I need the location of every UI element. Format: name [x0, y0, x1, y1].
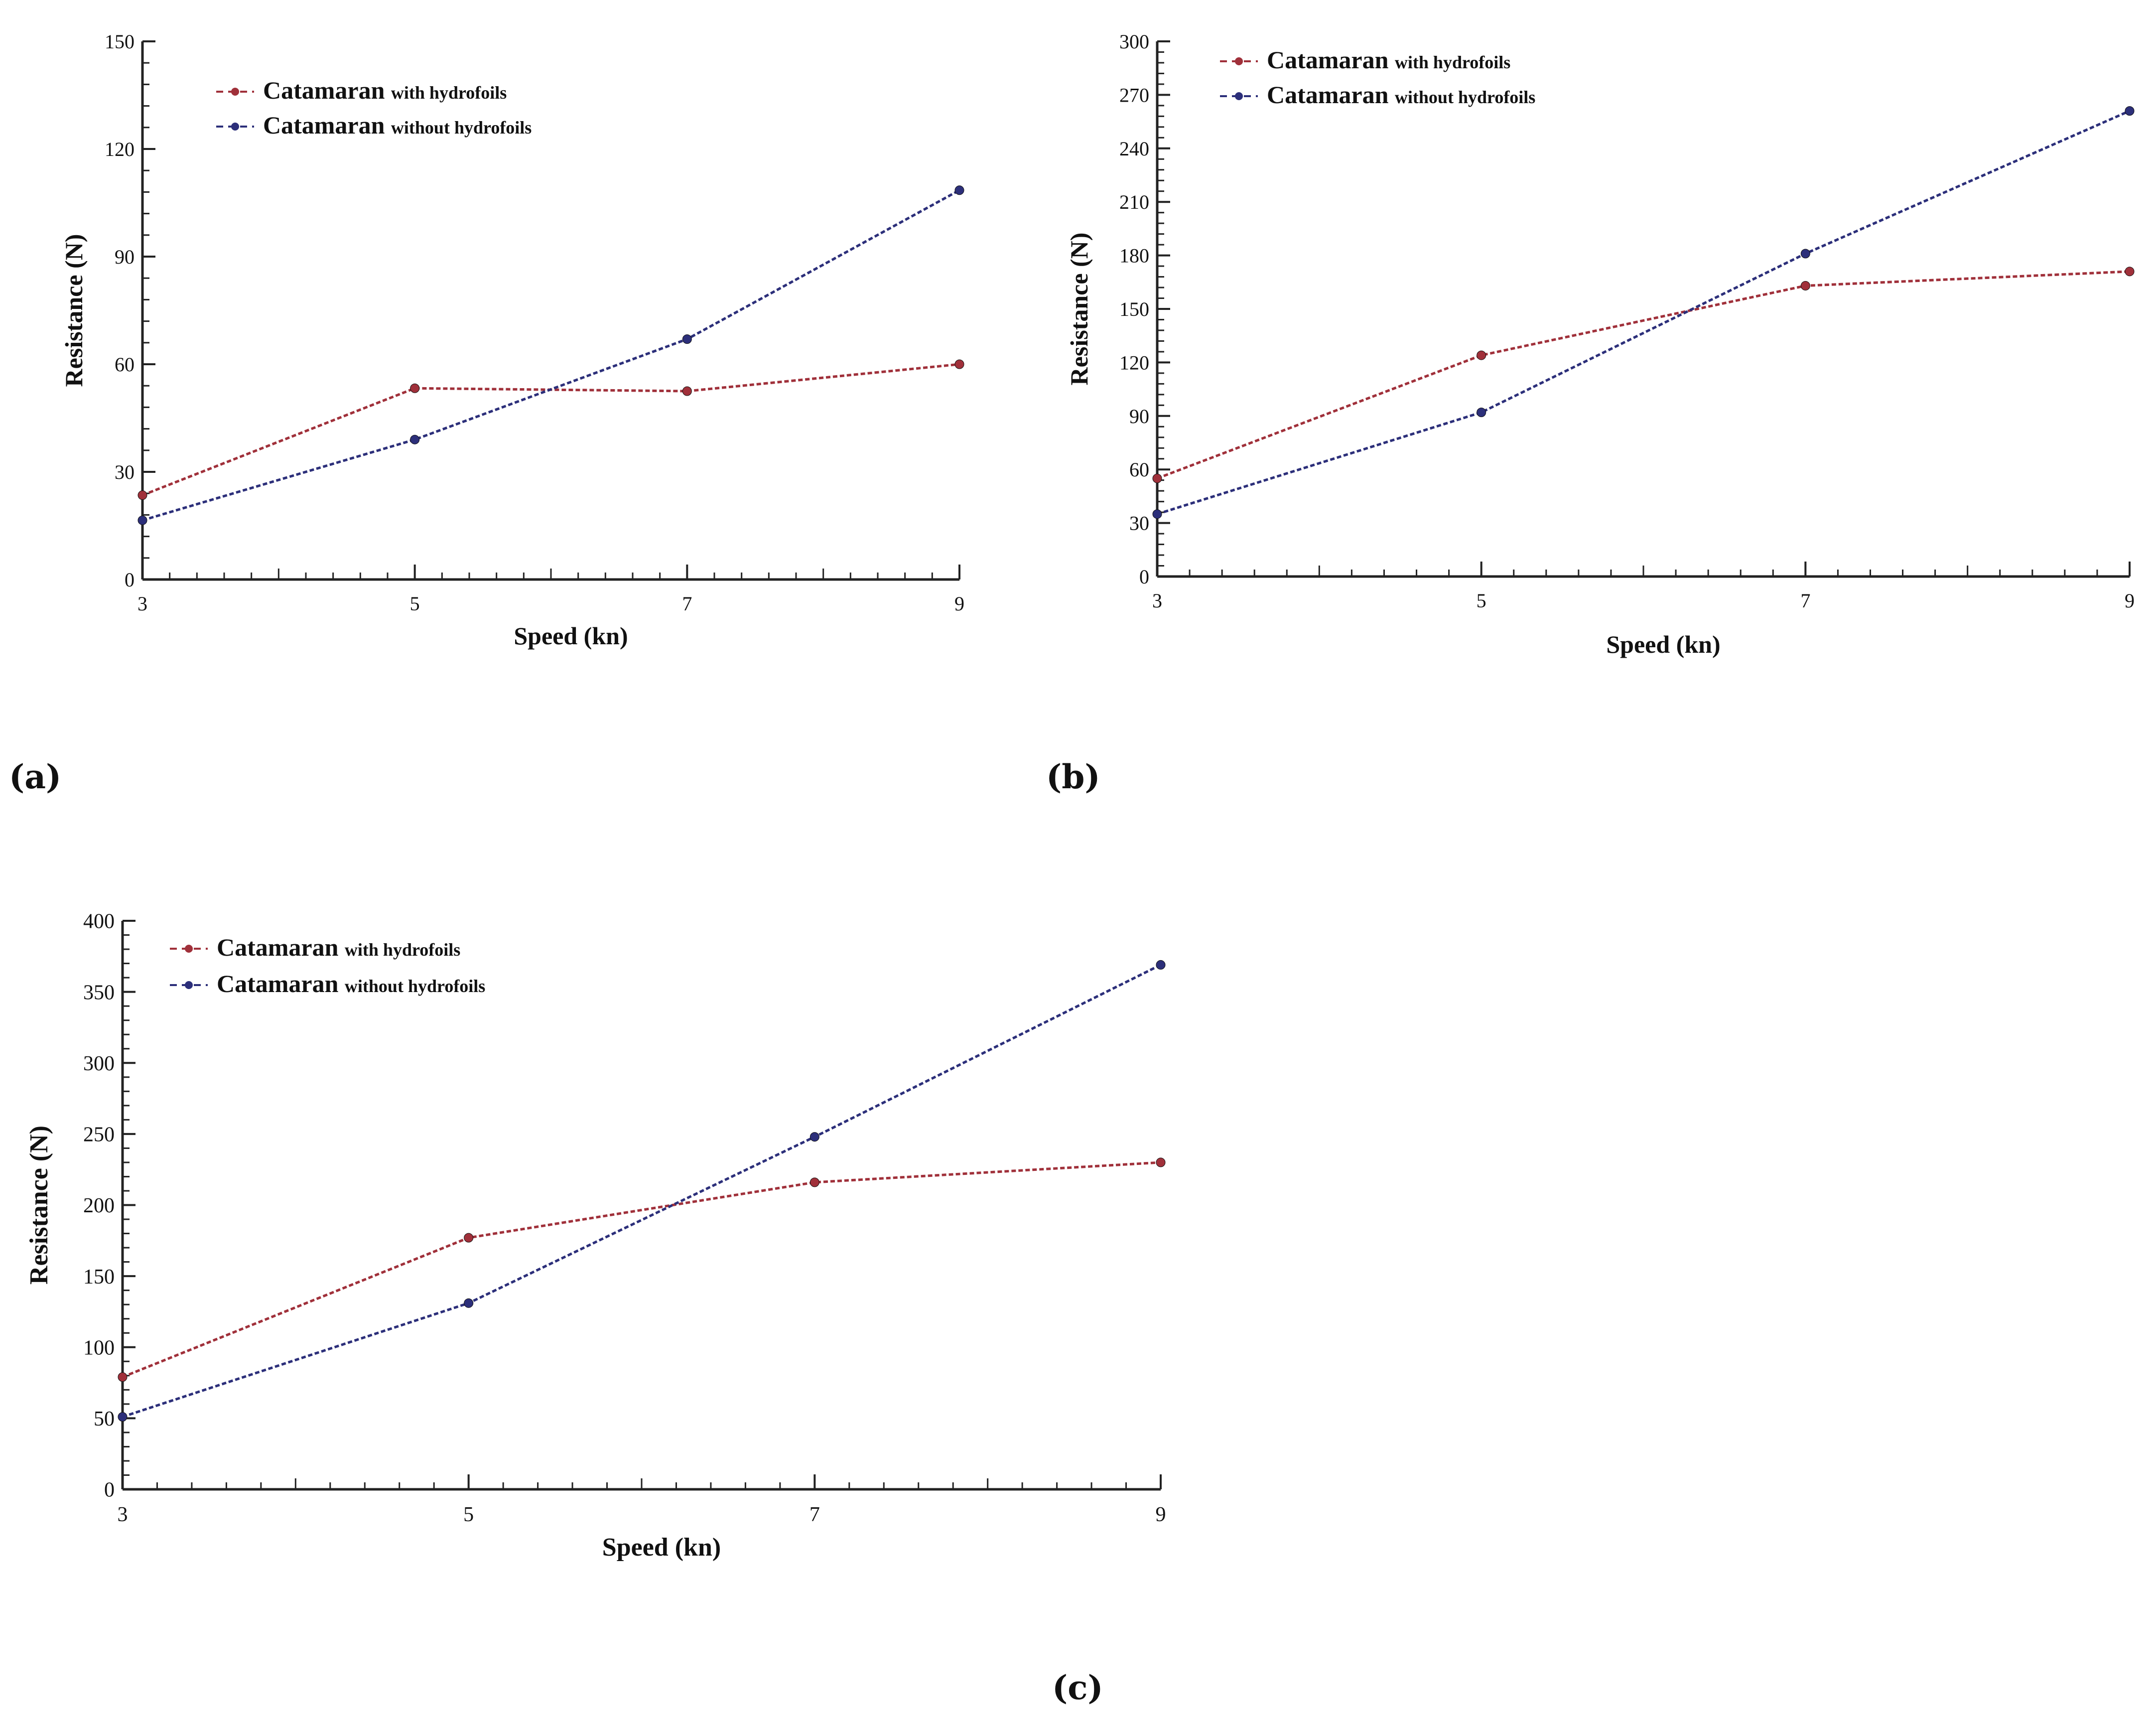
data-point-with_hydrofoils — [410, 383, 420, 393]
y-tick-label: 0 — [104, 1479, 115, 1502]
y-tick-label: 350 — [83, 981, 115, 1004]
legend-marker-without_hydrofoils — [231, 123, 239, 131]
data-point-without_hydrofoils — [1152, 509, 1162, 519]
y-tick-label: 200 — [83, 1194, 115, 1217]
x-tick-label: 9 — [954, 592, 964, 615]
y-tick-label: 150 — [83, 1266, 115, 1289]
legend-label-without_hydrofoils: Catamaran without hydrofoils — [263, 111, 532, 139]
x-tick-label: 5 — [1477, 589, 1486, 612]
x-axis-label: Speed (kn) — [602, 1533, 721, 1562]
x-axis-label: Speed (kn) — [1606, 630, 1720, 658]
data-point-with_hydrofoils — [1477, 350, 1486, 360]
data-point-with_hydrofoils — [954, 359, 964, 369]
series-line-without_hydrofoils — [122, 964, 1162, 1418]
y-tick-label: 60 — [115, 353, 135, 376]
data-point-with_hydrofoils — [464, 1233, 474, 1243]
data-point-with_hydrofoils — [1156, 1157, 1166, 1167]
y-tick-label: 60 — [1129, 458, 1149, 481]
legend-marker-without_hydrofoils — [185, 981, 193, 989]
x-tick-label: 7 — [809, 1503, 820, 1526]
y-axis-label: Resistance (N) — [25, 1126, 53, 1285]
data-point-without_hydrofoils — [1477, 408, 1486, 418]
y-tick-label: 90 — [115, 246, 135, 268]
y-axis-label: Resistance (N) — [60, 234, 88, 387]
x-tick-label: 5 — [410, 592, 420, 615]
panel-label-b: (b) — [1046, 757, 1100, 796]
y-tick-label: 240 — [1119, 138, 1149, 160]
data-point-with_hydrofoils — [2125, 267, 2135, 277]
chart-3: 0 50 100 150 200 250 300 350 400 3 5 7 9 Speed (kn) Re… — [25, 910, 1166, 1562]
y-tick-label: 0 — [125, 569, 135, 591]
x-tick-label: 3 — [1152, 589, 1162, 612]
legend-label-with_hydrofoils: Catamaran with hydrofoils — [1267, 46, 1510, 74]
x-axis-label: Speed (kn) — [514, 622, 628, 650]
data-point-without_hydrofoils — [1156, 960, 1166, 970]
y-tick-label: 250 — [83, 1124, 115, 1147]
data-point-with_hydrofoils — [809, 1177, 819, 1187]
series-line-with_hydrofoils — [122, 1161, 1161, 1378]
y-tick-label: 180 — [1119, 245, 1149, 267]
legend-marker-with_hydrofoils — [231, 88, 239, 96]
series-line-with_hydrofoils — [142, 363, 960, 497]
data-point-with_hydrofoils — [137, 490, 147, 500]
legend-label-without_hydrofoils: Catamaran without hydrofoils — [1267, 81, 1535, 109]
chart-2: 0 30 60 90 120 150 180 210 240 270 300 3 5 7 9 Speed (k… — [1065, 30, 2135, 658]
x-tick-label: 3 — [137, 592, 147, 615]
y-tick-label: 270 — [1119, 84, 1149, 106]
legend-marker-with_hydrofoils — [1235, 57, 1243, 65]
y-tick-label: 300 — [83, 1052, 115, 1075]
y-tick-label: 100 — [83, 1336, 115, 1359]
y-tick-label: 30 — [115, 461, 135, 483]
x-tick-label: 3 — [118, 1503, 128, 1526]
x-tick-label: 5 — [463, 1503, 474, 1526]
data-point-with_hydrofoils — [1152, 473, 1162, 483]
y-tick-label: 150 — [105, 30, 135, 53]
y-tick-label: 210 — [1119, 191, 1149, 213]
legend-marker-with_hydrofoils — [185, 945, 193, 953]
data-point-with_hydrofoils — [118, 1372, 128, 1382]
y-tick-label: 120 — [105, 138, 135, 160]
data-point-without_hydrofoils — [410, 434, 420, 444]
data-point-without_hydrofoils — [464, 1298, 474, 1308]
data-point-with_hydrofoils — [1800, 281, 1810, 290]
panel-label-a: (a) — [9, 757, 62, 796]
y-tick-label: 0 — [1139, 566, 1149, 588]
legend-label-without_hydrofoils: Catamaran without hydrofoils — [217, 970, 485, 998]
panel-label-c: (c) — [1052, 1668, 1103, 1707]
data-point-without_hydrofoils — [809, 1132, 819, 1142]
y-tick-label: 50 — [94, 1408, 115, 1431]
x-tick-label: 9 — [2125, 589, 2135, 612]
y-tick-label: 400 — [83, 910, 115, 933]
data-point-without_hydrofoils — [954, 185, 964, 195]
data-point-without_hydrofoils — [137, 515, 147, 525]
data-point-without_hydrofoils — [1800, 249, 1810, 259]
legend-label-with_hydrofoils: Catamaran with hydrofoils — [217, 933, 460, 961]
y-tick-label: 120 — [1119, 351, 1149, 374]
y-tick-label: 150 — [1119, 298, 1149, 320]
data-point-without_hydrofoils — [118, 1412, 128, 1422]
chart-1: 0 30 60 90 120 150 3 5 7 9 Speed (kn) Resistance (N… — [60, 30, 964, 650]
y-axis-label: Resistance (N) — [1065, 233, 1093, 386]
legend-marker-without_hydrofoils — [1235, 92, 1243, 100]
x-tick-label: 7 — [682, 592, 692, 615]
data-point-without_hydrofoils — [682, 334, 692, 344]
series-line-without_hydrofoils — [1157, 110, 2131, 516]
series-line-without_hydrofoils — [142, 189, 960, 522]
y-tick-label: 90 — [1129, 405, 1149, 428]
series-line-with_hydrofoils — [1157, 270, 2130, 480]
y-tick-label: 300 — [1119, 30, 1149, 53]
data-point-without_hydrofoils — [2125, 106, 2135, 116]
data-point-with_hydrofoils — [682, 386, 692, 396]
legend-label-with_hydrofoils: Catamaran with hydrofoils — [263, 76, 507, 104]
y-tick-label: 30 — [1129, 512, 1149, 535]
x-tick-label: 9 — [1156, 1503, 1166, 1526]
x-tick-label: 7 — [1800, 589, 1810, 612]
